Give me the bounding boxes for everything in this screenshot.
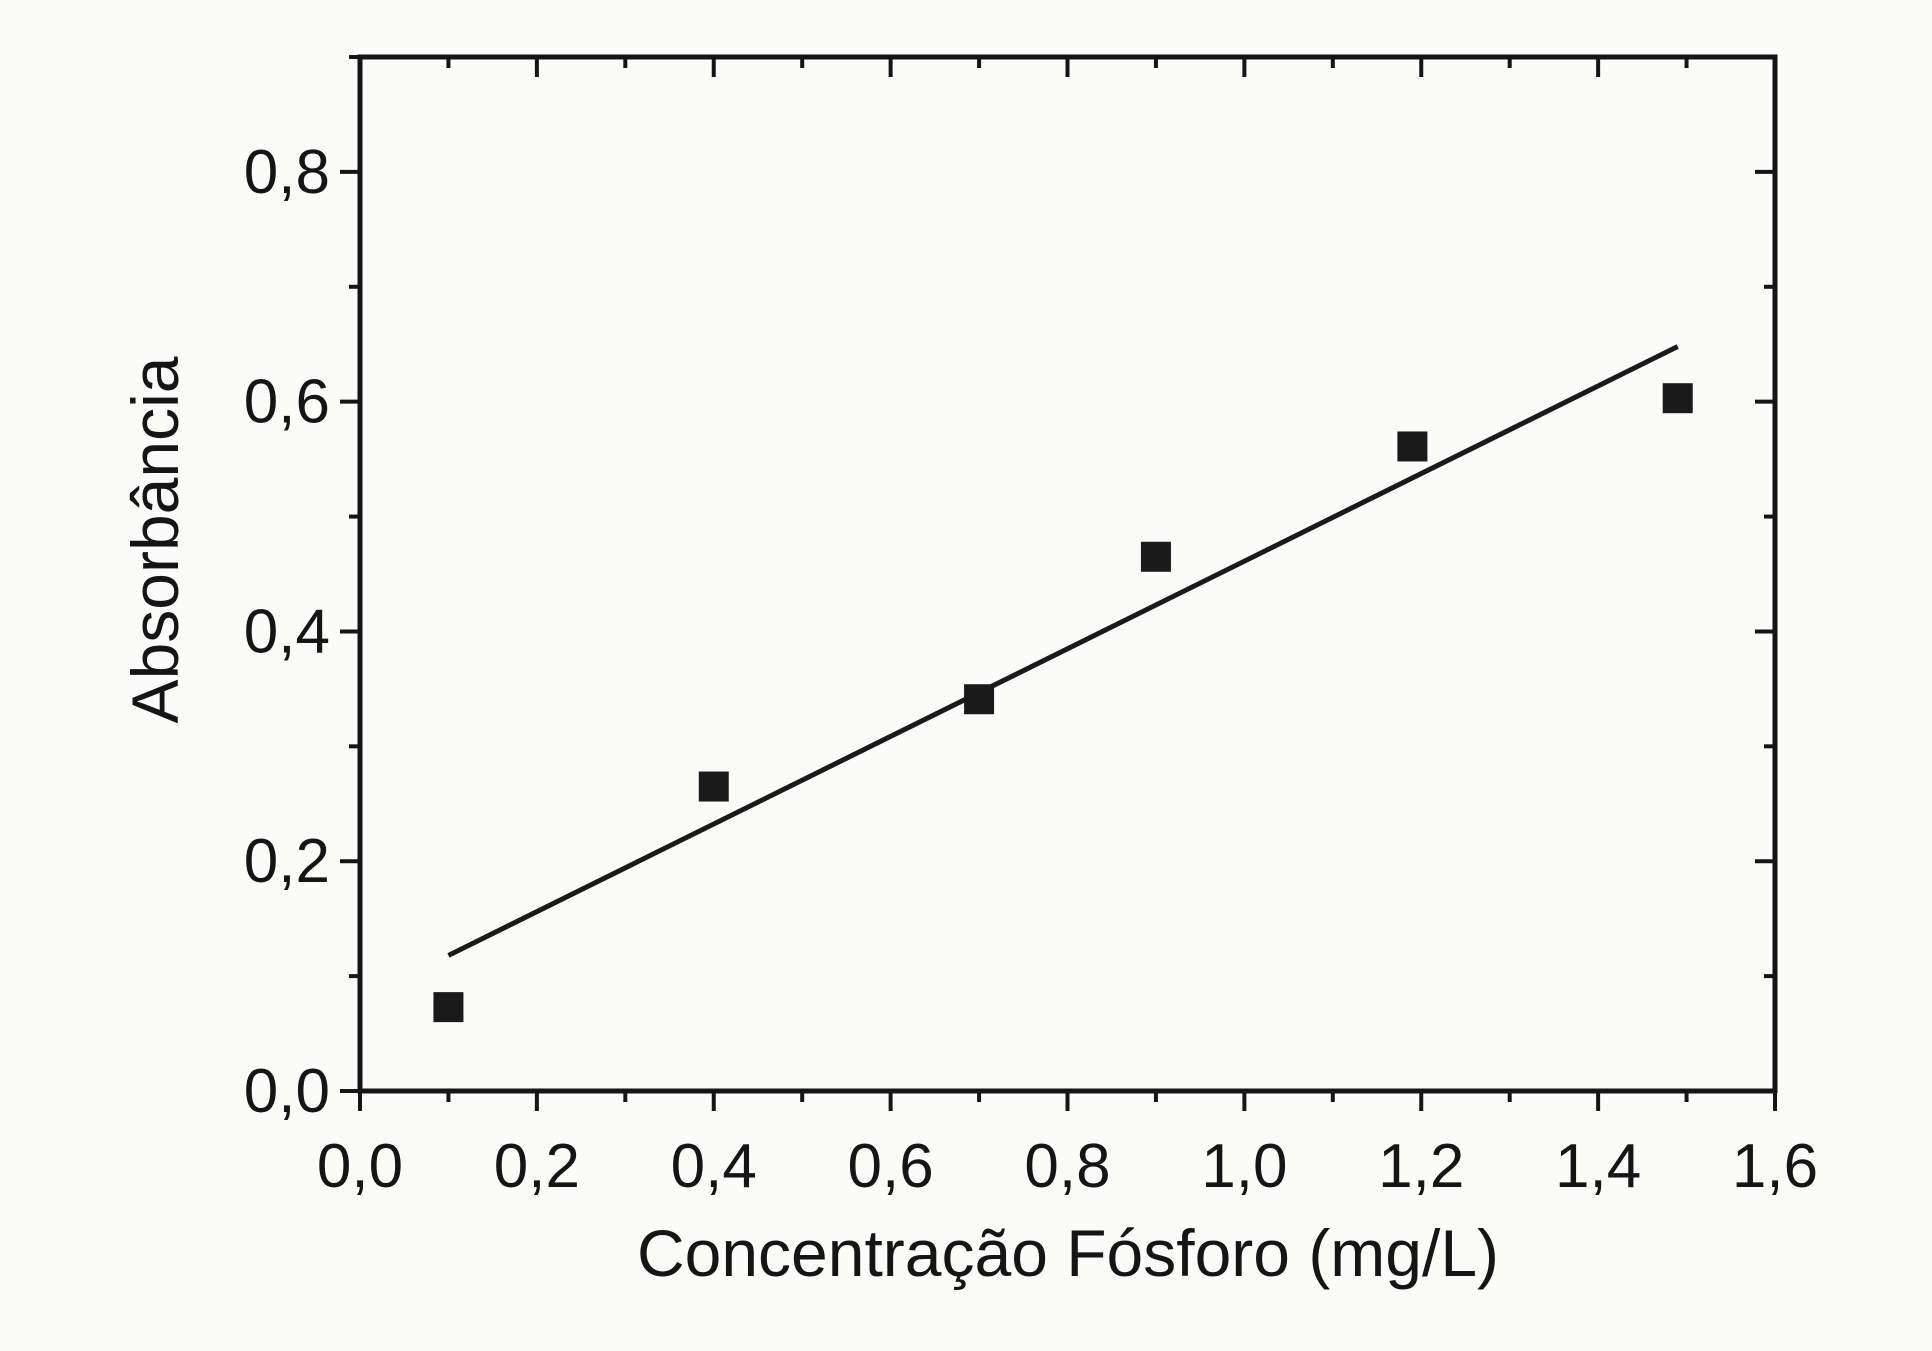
ticks: 0,0 0,2 0,4 0,6 0,8 1,0 1,2 1,4 1,6 0,0 0,2 0,4 0,6 0… — [244, 55, 1818, 1201]
data-point — [698, 771, 729, 802]
fit-line-layer — [447, 344, 1679, 958]
x-tick-label: 1,6 — [1732, 1132, 1818, 1201]
y-tick-label: 0,2 — [244, 827, 330, 896]
x-axis-label: Concentração Fósforo (mg/L) — [637, 1216, 1499, 1290]
y-tick-label: 0,8 — [244, 138, 330, 207]
y-tick-label: 0,4 — [244, 597, 330, 666]
y-axis-label: Absorbância — [118, 356, 192, 723]
data-point — [1140, 541, 1171, 572]
x-tick-label: 1,2 — [1378, 1132, 1464, 1201]
x-tick-label: 0,4 — [671, 1132, 757, 1201]
data-point — [964, 684, 995, 715]
x-tick-label: 1,4 — [1555, 1132, 1641, 1201]
data-point — [1397, 431, 1428, 462]
data-point — [1662, 383, 1693, 414]
x-tick-label: 0,2 — [494, 1132, 580, 1201]
x-tick-label: 0,0 — [317, 1132, 403, 1201]
data-point — [433, 992, 464, 1023]
x-tick-label: 1,0 — [1201, 1132, 1287, 1201]
plot-frame — [357, 54, 1778, 1094]
x-tick-label: 0,8 — [1024, 1132, 1110, 1201]
y-tick-label: 0,6 — [244, 368, 330, 437]
fit-line — [447, 344, 1679, 958]
x-tick-label: 0,6 — [848, 1132, 934, 1201]
data-points — [433, 383, 1693, 1023]
y-tick-label: 0,0 — [244, 1057, 330, 1126]
